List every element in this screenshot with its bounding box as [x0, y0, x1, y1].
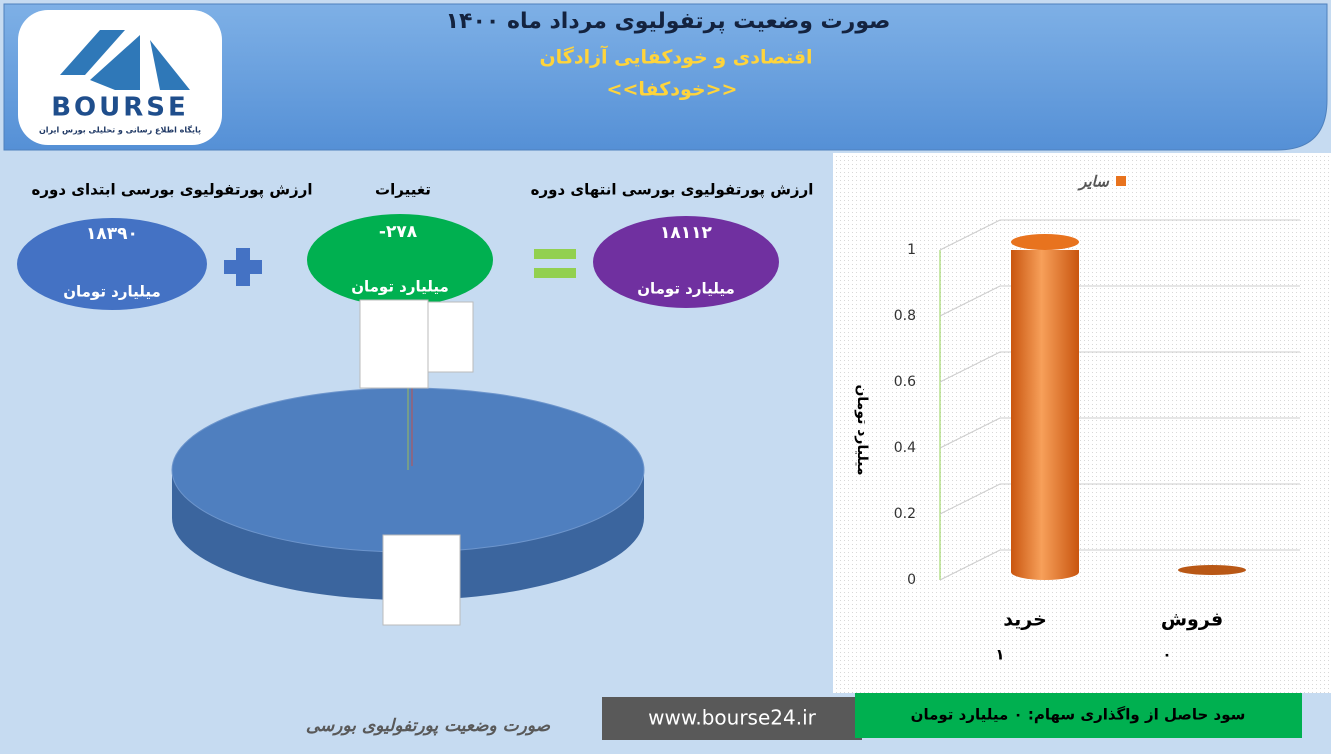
y-tick-label: 0.2	[894, 506, 916, 522]
summary-unit: میلیارد تومان	[637, 280, 735, 298]
bar-cap	[1011, 234, 1079, 250]
summary-value: ۱۸۳۹۰	[86, 224, 138, 244]
value-label: ۱	[995, 646, 1004, 664]
equals-sign	[534, 249, 576, 259]
summary-oval	[307, 214, 493, 306]
value-label: ۰	[1162, 646, 1171, 664]
summary-label: تغییرات	[375, 181, 431, 199]
grid-line	[939, 285, 1300, 317]
y-tick-label: 0	[907, 572, 916, 588]
bar	[1011, 250, 1079, 580]
grid-line	[939, 417, 1300, 449]
plus-sign	[224, 248, 262, 286]
bar-cap	[1178, 565, 1246, 575]
logo-tagline: پایگاه اطلاع رسانی و تحلیلی بورس ایران	[39, 125, 201, 136]
summary-label: ارزش پورتفولیوی بورسی انتهای دوره	[531, 181, 814, 200]
url-box	[602, 697, 862, 740]
pie-label-box	[427, 301, 474, 373]
y-tick-label: 1	[907, 242, 916, 258]
y-axis-label: میلیارد تومان	[854, 384, 870, 475]
y-tick-label: 0.4	[894, 440, 916, 456]
x-tick-label: فروش	[1161, 609, 1223, 631]
summary-label: ارزش پورتفولیوی بورسی ابتدای دوره	[32, 181, 313, 200]
legend-swatch	[1116, 176, 1126, 186]
summary-value: -۲۷۸	[379, 222, 418, 242]
y-tick-label: 0.8	[894, 308, 916, 324]
pie-label-box	[359, 299, 429, 389]
subtitle: <<خودکفا>>	[607, 79, 738, 101]
bar-panel	[833, 153, 1331, 693]
equals-sign	[534, 268, 576, 278]
header-banner	[3, 3, 1328, 151]
summary-unit: میلیارد تومان	[351, 278, 449, 296]
grid-line	[939, 219, 1300, 251]
profit-text: سود حاصل از واگذاری سهام: ۰ میلیارد توما…	[911, 706, 1246, 724]
summary-unit: میلیارد تومان	[63, 283, 161, 301]
bar-chart: 0 0.2 0.4 0.6 0.8 1 میلیارد تومان سایر خرید ۱ فروش…	[854, 173, 1300, 664]
grid-line	[939, 549, 1300, 581]
pie-label-box	[382, 534, 461, 626]
subtitle: اقتصادی و خودکفایی آزادگان	[539, 45, 812, 69]
grid-line	[939, 351, 1300, 383]
grid-line	[939, 483, 1300, 515]
title: صورت وضعیت پرتفولیوی مرداد ماه ۱۴۰۰	[446, 9, 891, 34]
profit-box	[855, 693, 1302, 738]
pie-side	[172, 470, 644, 600]
x-tick-label: خرید	[1003, 609, 1047, 631]
summary-oval	[593, 216, 779, 308]
caption: صورت وضعیت پورتفولیوی بورسی	[306, 716, 551, 736]
summary-oval	[17, 218, 207, 310]
y-tick-label: 0.6	[894, 374, 916, 390]
logo-name: BOURSE	[51, 93, 189, 123]
summary-value: ۱۸۱۱۲	[660, 223, 713, 243]
logo-mark	[60, 30, 190, 90]
legend-label: سایر	[1077, 173, 1110, 191]
url[interactable]: www.bourse24.ir	[648, 706, 817, 730]
